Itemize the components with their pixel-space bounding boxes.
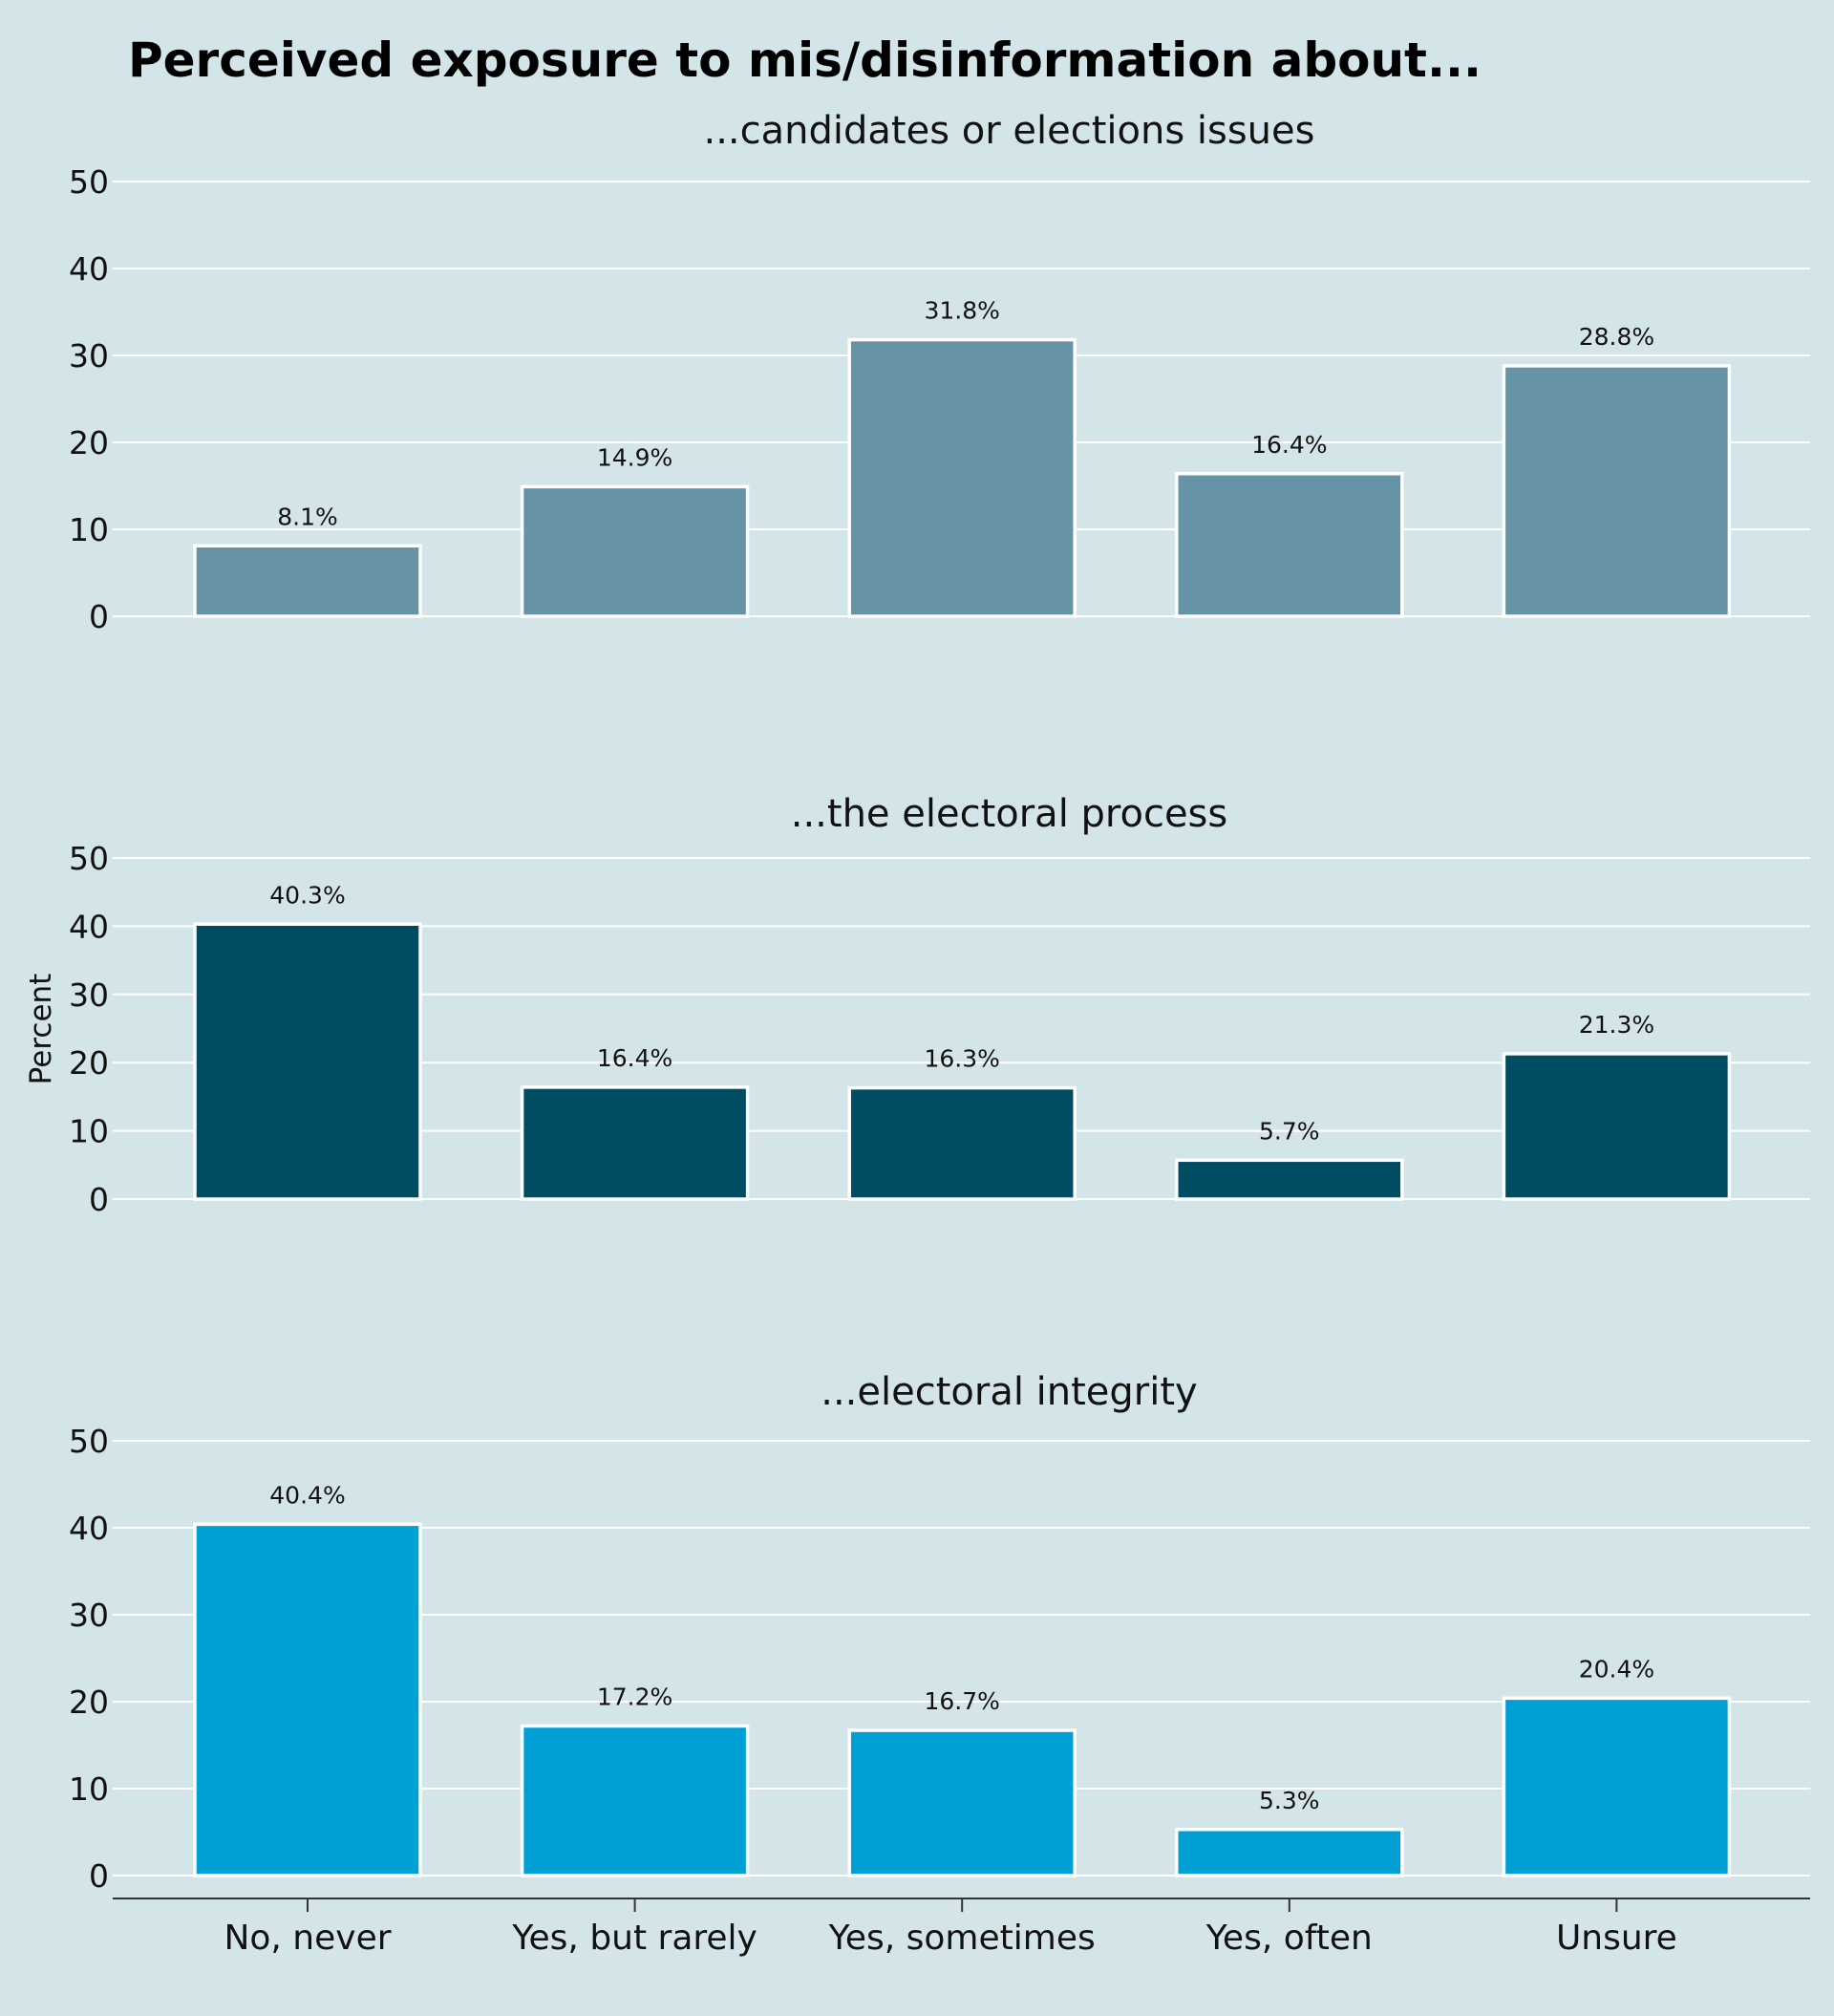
x-tick-label: Yes, often [1205, 1919, 1373, 1958]
data-label: 20.4% [1579, 1655, 1654, 1683]
bar [847, 337, 1077, 618]
bar [193, 922, 422, 1201]
data-label: 16.4% [597, 1044, 672, 1072]
y-tick-label: 20 [69, 424, 109, 461]
bar [847, 1728, 1077, 1877]
bar [520, 484, 750, 618]
data-label: 17.2% [597, 1683, 672, 1710]
data-label: 16.3% [924, 1045, 999, 1073]
bar [520, 1724, 750, 1877]
bar [1502, 364, 1732, 618]
data-label: 40.4% [269, 1481, 345, 1509]
bar [193, 1522, 422, 1877]
data-label: 14.9% [597, 443, 672, 471]
y-tick-label: 0 [89, 1181, 109, 1218]
y-tick-label: 0 [89, 598, 109, 635]
x-tick-label: Unsure [1556, 1919, 1677, 1958]
data-label: 31.8% [924, 297, 999, 325]
y-tick-label: 10 [69, 1113, 109, 1150]
panel-1: ...candidates or elections issues 0 10 20 30… [69, 109, 1810, 635]
y-tick-label: 50 [69, 163, 109, 201]
y-tick-label: 40 [69, 250, 109, 288]
panel-subtitle: ...the electoral process [791, 792, 1227, 836]
x-tick-label: Yes, but rarely [511, 1919, 757, 1958]
data-label: 40.3% [269, 881, 345, 909]
data-label: 28.8% [1579, 323, 1654, 351]
bar [1502, 1052, 1732, 1201]
bar [1502, 1696, 1732, 1877]
chart-title: Perceived exposure to mis/disinformation… [128, 32, 1482, 88]
y-axis-title: Percent [24, 974, 58, 1085]
data-label: 5.3% [1259, 1787, 1320, 1814]
chart-panels: ...candidates or elections issues 0 10 20 30… [69, 109, 1810, 1895]
y-tick-label: 0 [89, 1857, 109, 1895]
y-tick-label: 20 [69, 1044, 109, 1082]
bar [1175, 472, 1404, 618]
panel-subtitle: ...candidates or elections issues [704, 109, 1315, 153]
panel-subtitle: ...electoral integrity [821, 1370, 1197, 1414]
y-tick-label: 40 [69, 1510, 109, 1547]
panel-3: ...electoral integrity 0 10 20 30 40 50 40.4% 17… [69, 1370, 1810, 1895]
x-axis: No, never Yes, but rarely Yes, sometimes Ye… [113, 1898, 1810, 1958]
y-tick-label: 30 [69, 976, 109, 1014]
bar [520, 1085, 750, 1201]
data-label: 16.7% [924, 1687, 999, 1715]
data-label: 5.7% [1259, 1117, 1320, 1145]
bar [193, 544, 422, 618]
y-tick-label: 30 [69, 1597, 109, 1634]
data-label: 16.4% [1251, 431, 1327, 459]
bar [847, 1085, 1077, 1201]
x-tick-label: No, never [224, 1919, 391, 1958]
y-tick-label: 30 [69, 337, 109, 375]
x-tick-label: Yes, sometimes [828, 1919, 1096, 1958]
bar [1175, 1158, 1404, 1201]
y-tick-label: 10 [69, 1770, 109, 1808]
y-tick-label: 50 [69, 1423, 109, 1460]
data-label: 8.1% [277, 503, 338, 530]
y-tick-label: 50 [69, 840, 109, 877]
y-tick-label: 40 [69, 908, 109, 945]
y-tick-label: 20 [69, 1684, 109, 1721]
y-tick-label: 10 [69, 511, 109, 548]
panel-2: ...the electoral process 0 10 20 30 40 50 40.3%… [69, 792, 1810, 1218]
bar [1175, 1828, 1404, 1877]
data-label: 21.3% [1579, 1011, 1654, 1039]
